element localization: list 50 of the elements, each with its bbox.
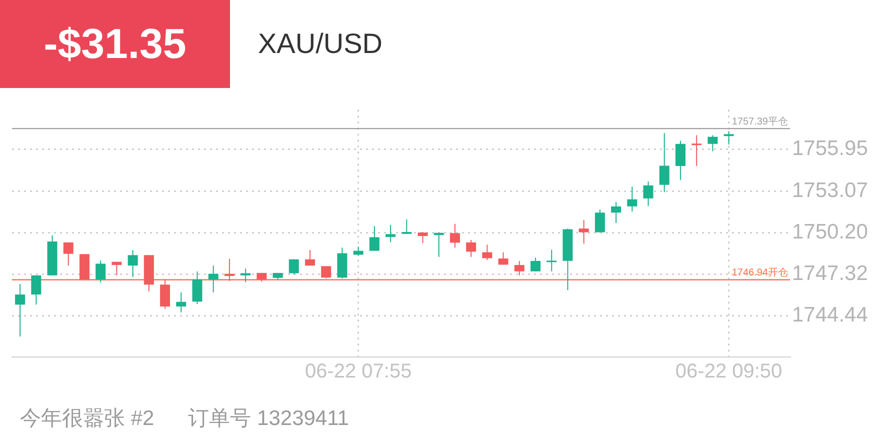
y-tick-label: 1755.95 (792, 137, 868, 160)
candlestick (466, 239, 476, 258)
candlestick (288, 258, 299, 276)
candlestick (611, 202, 622, 224)
candlestick (724, 130, 734, 145)
candlestick (675, 140, 686, 180)
candlestick (692, 134, 702, 167)
candlestick (31, 274, 42, 306)
candlestick (321, 266, 332, 279)
candlestick (192, 270, 202, 305)
x-tick-label: 06-22 07:55 (304, 360, 412, 383)
candlestick (224, 258, 234, 282)
candlestick (160, 278, 170, 310)
text: -$31.35 (0, 0, 230, 88)
candlestick (96, 260, 106, 283)
y-tick-label: 1747.32 (792, 262, 868, 286)
text: 订单号 13239411 (188, 406, 349, 432)
y-tick-label: 1750.20 (792, 220, 868, 244)
ref-line-label: 1757.39平仓 (732, 115, 788, 128)
candlestick (304, 250, 315, 266)
candlestick (15, 284, 26, 337)
candlestick (514, 260, 524, 276)
text: 今年很嚣张 #2 (20, 406, 154, 432)
candlestick (530, 257, 540, 272)
candlestick (450, 223, 460, 248)
candlestick (708, 134, 718, 152)
candlestick (434, 232, 444, 258)
candlestick (208, 265, 218, 293)
y-tick-label: 1753.07 (792, 178, 868, 202)
x-tick-label: 06-22 09:50 (675, 360, 782, 383)
candlestick (643, 181, 654, 207)
candlestick (63, 242, 74, 266)
candlestick (176, 292, 186, 313)
y-tick-label: 1744.44 (792, 304, 868, 327)
candlestick (369, 226, 380, 252)
candlestick (240, 268, 251, 283)
candlestick (546, 249, 557, 272)
candlestick (418, 232, 428, 244)
candlestick (112, 261, 122, 276)
candlestick (659, 132, 670, 193)
ref-line-label: 1746.94开仓 (732, 266, 788, 278)
candlestick (386, 224, 396, 243)
chart-title: XAU/USD (258, 28, 382, 60)
candlestick (578, 219, 589, 244)
candlestick (627, 186, 638, 212)
candlestick (498, 252, 508, 266)
candlestick (128, 250, 138, 278)
candlestick (482, 244, 492, 261)
candlestick (402, 218, 412, 234)
candlestick (594, 208, 605, 233)
